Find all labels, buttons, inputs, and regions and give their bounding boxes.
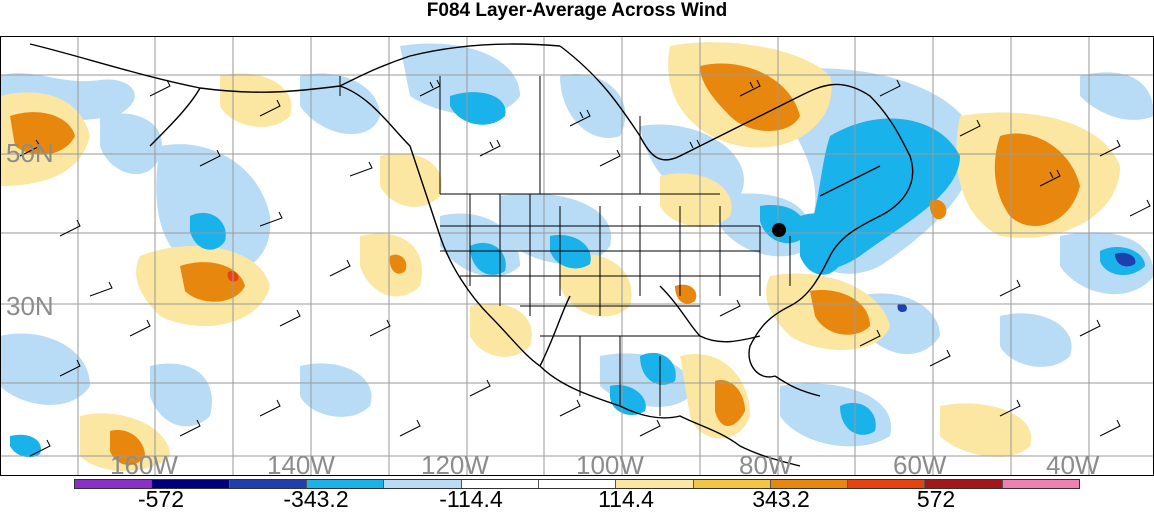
colorbar xyxy=(74,479,1080,489)
colorbar-segment xyxy=(692,480,770,488)
dark-blue-fields xyxy=(897,252,1136,313)
lon-label-60w: 60W xyxy=(893,450,947,476)
wind-barbs xyxy=(19,79,1151,457)
lon-label-80w: 80W xyxy=(739,450,793,476)
colorbar-segment xyxy=(615,480,693,488)
lon-label-40w: 40W xyxy=(1046,450,1100,476)
map-panel: 50N 30N 160W 140W 120W 100W 80W 60W 40W xyxy=(0,36,1154,476)
colorbar-label-3: -114.4 xyxy=(439,486,503,512)
map-canvas: 50N 30N 160W 140W 120W 100W 80W 60W 40W xyxy=(0,36,1154,476)
lat-label-50n: 50N xyxy=(6,138,54,168)
lon-label-160w: 160W xyxy=(110,450,178,476)
colorbar-label-5: 343.2 xyxy=(752,486,810,512)
colorbar-segment xyxy=(305,480,384,488)
colorbar-label-4: 114.4 xyxy=(598,486,654,512)
station-dot xyxy=(772,223,786,237)
colorbar-segment xyxy=(460,480,538,488)
lat-label-30n: 30N xyxy=(6,291,54,321)
orange-fields xyxy=(10,63,1080,466)
colorbar-segment xyxy=(1001,480,1080,488)
lon-label-120w: 120W xyxy=(421,450,489,476)
lon-label-100w: 100W xyxy=(576,450,644,476)
colorbar-segment xyxy=(537,480,616,488)
lat-lon-grid xyxy=(0,36,1154,476)
colorbar-label-6: 572 xyxy=(916,486,956,512)
colorbar-segment xyxy=(151,480,229,488)
colorbar-segment xyxy=(847,480,925,488)
colorbar-label-1: -572 xyxy=(137,486,185,512)
colorbar-segment xyxy=(383,480,461,488)
state-boundaries xyxy=(339,76,791,416)
colorbar-segment xyxy=(769,480,848,488)
colorbar-segment xyxy=(924,480,1002,488)
map-title: F084 Layer-Average Across Wind xyxy=(426,0,728,21)
lon-label-140w: 140W xyxy=(267,450,335,476)
colorbar-label-2: -343.2 xyxy=(283,486,349,512)
colorbar-segment xyxy=(228,480,306,488)
colorbar-segment xyxy=(75,480,152,488)
